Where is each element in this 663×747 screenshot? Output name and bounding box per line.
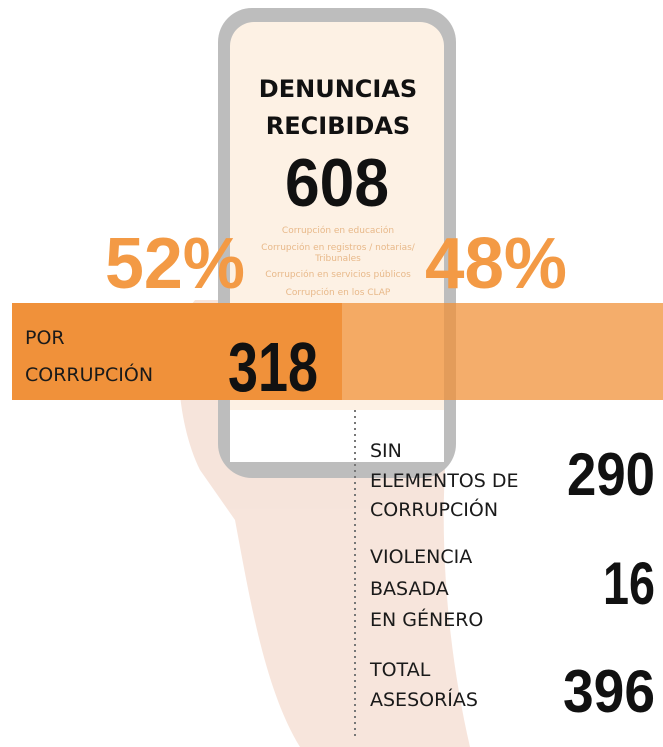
phone-footer — [230, 410, 444, 462]
band-left — [12, 303, 342, 400]
main-label: POR — [25, 327, 65, 349]
item-label: SIN — [370, 440, 402, 462]
main-value: 318 — [228, 328, 318, 406]
item-label: BASADA — [370, 578, 449, 600]
menu-item: Corrupción en los CLAP — [286, 287, 391, 298]
left-percent: 52% — [105, 224, 245, 304]
total-value: 608 — [285, 145, 389, 221]
menu-item: Corrupción en registros / notarias/ — [261, 242, 416, 253]
menu-item: Corrupción en educación — [282, 225, 394, 236]
item-label: CORRUPCIÓN — [370, 497, 498, 521]
item-label: ASESORÍAS — [370, 688, 478, 711]
item-value: 396 — [563, 658, 655, 725]
item-value: 290 — [567, 441, 655, 508]
main-label: CORRUPCIÓN — [25, 362, 153, 386]
menu-item: Corrupción en servicios públicos — [265, 269, 411, 280]
item-label: TOTAL — [369, 659, 431, 681]
app-menu: Corrupción en educación Corrupción en re… — [261, 225, 416, 298]
title-line: DENUNCIAS — [259, 75, 417, 103]
hand — [178, 300, 471, 747]
item-label: ELEMENTOS DE — [370, 470, 519, 492]
item-value: 16 — [603, 550, 655, 617]
title-line: RECIBIDAS — [266, 112, 410, 140]
menu-item: Tribunales — [314, 254, 361, 264]
item-label: VIOLENCIA — [370, 546, 472, 568]
item-label: EN GÉNERO — [370, 608, 483, 631]
band-right — [342, 303, 663, 400]
right-percent: 48% — [425, 224, 567, 304]
